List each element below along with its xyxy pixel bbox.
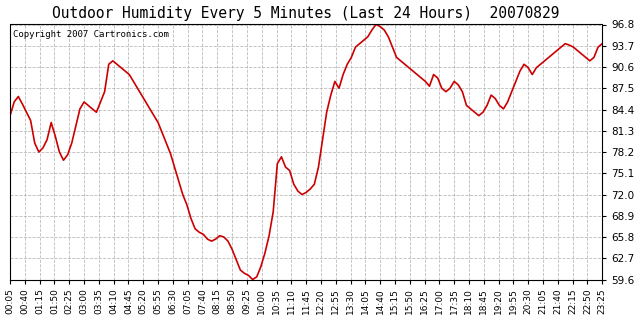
Title: Outdoor Humidity Every 5 Minutes (Last 24 Hours)  20070829: Outdoor Humidity Every 5 Minutes (Last 2… bbox=[52, 5, 560, 20]
Text: Copyright 2007 Cartronics.com: Copyright 2007 Cartronics.com bbox=[13, 30, 169, 39]
